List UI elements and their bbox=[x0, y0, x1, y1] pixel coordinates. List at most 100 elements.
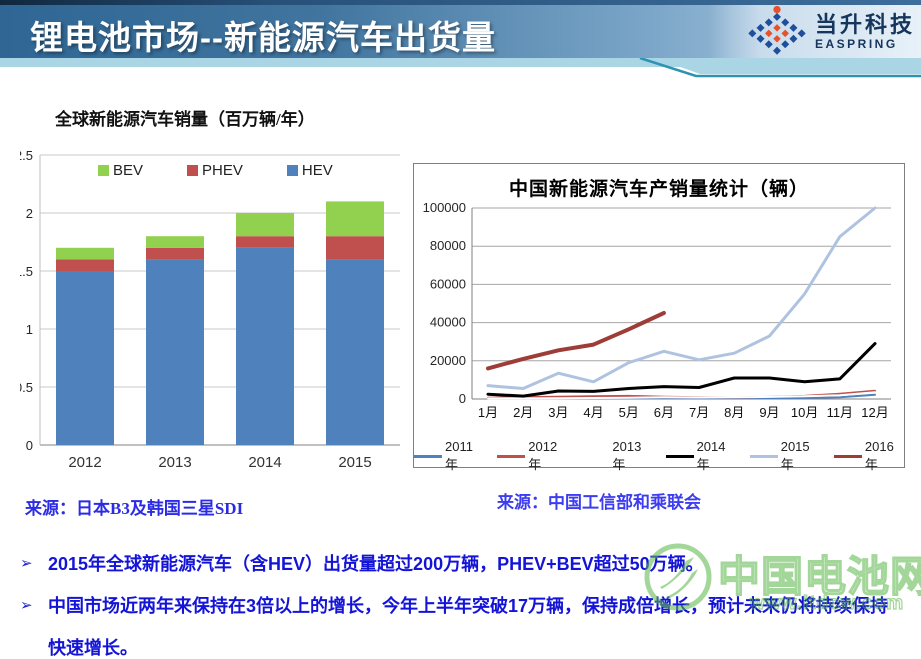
x-month-label: 12月 bbox=[861, 405, 888, 420]
y-tick-label: 100000 bbox=[423, 201, 466, 215]
bar-segment-phev bbox=[236, 236, 294, 248]
bar-segment-hev bbox=[146, 259, 204, 445]
left-chart-source: 来源：日本B3及韩国三星SDI bbox=[25, 499, 244, 518]
x-month-label: 10月 bbox=[791, 405, 818, 420]
legend-swatch-icon bbox=[98, 165, 109, 176]
x-month-label: 4月 bbox=[583, 405, 603, 420]
line-series-2013年 bbox=[487, 391, 876, 400]
legend-item-hev: HEV bbox=[286, 162, 333, 179]
bar-segment-phev bbox=[326, 236, 384, 260]
legend-line-swatch-icon bbox=[833, 454, 862, 458]
logo-text: 当升科技 EASPRING bbox=[814, 11, 915, 51]
y-tick-label: 1.5 bbox=[20, 264, 33, 279]
summary-bullets: ➢ 2015年全球新能源汽车（含HEV）出货量超过200万辆，PHEV+BEV超… bbox=[18, 543, 906, 659]
legend-line-swatch-icon bbox=[581, 455, 609, 458]
bullet-text: 2015年全球新能源汽车（含HEV）出货量超过200万辆，PHEV+BEV超过5… bbox=[48, 554, 704, 574]
global-ev-sales-chart-title: 全球新能源汽车销量（百万辆/年） bbox=[55, 110, 315, 129]
y-tick-label: 0.5 bbox=[20, 380, 33, 395]
legend-swatch-icon bbox=[187, 165, 199, 176]
logo-company-name: 当升科技 bbox=[814, 11, 915, 37]
y-tick-label: 80000 bbox=[430, 238, 466, 253]
legend-label: BEV bbox=[113, 162, 144, 179]
page-title: 锂电池市场--新能源汽车出货量 bbox=[30, 19, 496, 56]
legend-swatch-icon bbox=[286, 165, 298, 176]
header-top-accent bbox=[0, 0, 921, 5]
bar-segment-hev bbox=[236, 247, 294, 445]
legend-line-swatch-icon bbox=[665, 454, 694, 458]
legend-item-2011年: 2011年 bbox=[413, 439, 483, 473]
legend-item-bev: BEV bbox=[98, 162, 143, 179]
y-tick-label: 1 bbox=[26, 322, 33, 337]
bullet-text: 中国市场近两年来保持在3倍以上的增长，今年上半年突破17万辆，保持成倍增长，预计… bbox=[48, 596, 889, 658]
logo-panel: 当升科技 EASPRING bbox=[709, 5, 921, 58]
x-month-label: 3月 bbox=[548, 405, 568, 420]
china-ev-stats-chart-title: 中国新能源汽车产销量统计（辆） bbox=[508, 179, 809, 200]
bar-segment-bev bbox=[146, 236, 204, 248]
x-month-label: 8月 bbox=[724, 405, 744, 420]
legend-label: 2016年 bbox=[864, 439, 894, 472]
bar-segment-bev bbox=[326, 201, 384, 237]
legend-label: PHEV bbox=[202, 162, 243, 179]
china-ev-stats-chart: 中国新能源汽车产销量统计（辆） 0 20000 40000 60000 80000 100… bbox=[413, 163, 905, 472]
legend-line-swatch-icon bbox=[749, 454, 778, 458]
legend-item-2013年: 2013年 bbox=[581, 439, 651, 473]
header-swoosh-decoration bbox=[639, 58, 921, 78]
y-tick-label: 2 bbox=[26, 206, 33, 221]
bullet-item: ➢ 中国市场近两年来保持在3倍以上的增长，今年上半年突破17万辆，保持成倍增长，… bbox=[18, 585, 906, 659]
bar-segment-hev bbox=[56, 271, 114, 445]
legend-item-2015年: 2015年 bbox=[749, 439, 820, 473]
x-month-label: 1月 bbox=[478, 405, 498, 420]
bar-chart-legend: BEV PHEV HEV bbox=[98, 162, 333, 179]
legend-label: 2015年 bbox=[780, 439, 810, 472]
y-tick-label: 60000 bbox=[430, 276, 466, 291]
legend-item-phev: PHEV bbox=[187, 162, 243, 179]
global-ev-sales-plot-area: 0 0.5 1 1.5 2 2.5 2012 2013 2014 2015 BEV PHEV HEV bbox=[15, 142, 422, 482]
header: 当升科技 EASPRING 锂电池市场--新能源汽车出货量 bbox=[0, 0, 921, 92]
bar-segment-hev bbox=[326, 259, 384, 445]
legend-label: 2012年 bbox=[528, 439, 558, 472]
global-ev-sales-chart-svg: 0 0.5 1 1.5 2 2.5 2012 2013 2014 2015 bbox=[15, 148, 400, 471]
y-tick-label: 2.5 bbox=[20, 148, 33, 163]
y-tick-label: 0 bbox=[459, 391, 466, 406]
bullet-arrow-icon: ➢ bbox=[20, 597, 33, 614]
legend-line-swatch-icon bbox=[497, 454, 526, 458]
legend-label: 2014年 bbox=[696, 439, 726, 472]
line-series-2015年 bbox=[486, 206, 877, 390]
y-tick-label: 20000 bbox=[430, 353, 466, 368]
x-month-label: 9月 bbox=[759, 405, 779, 420]
bar-segment-bev bbox=[236, 213, 294, 237]
logo-company-name-en: EASPRING bbox=[814, 36, 898, 51]
bar-segment-phev bbox=[56, 259, 114, 271]
legend-item-2016年: 2016年 bbox=[833, 439, 904, 473]
y-tick-label: 40000 bbox=[430, 315, 466, 330]
x-category-label: 2012 bbox=[68, 454, 101, 471]
line-series-2014年 bbox=[486, 342, 877, 398]
x-category-label: 2014 bbox=[248, 454, 281, 471]
x-month-label: 7月 bbox=[689, 405, 709, 420]
x-month-label: 5月 bbox=[619, 405, 639, 420]
legend-item-2014年: 2014年 bbox=[665, 439, 736, 473]
x-month-label: 2月 bbox=[513, 405, 533, 420]
legend-line-swatch-icon bbox=[413, 454, 442, 458]
x-month-label: 6月 bbox=[654, 405, 674, 420]
bar-segment-bev bbox=[56, 247, 114, 260]
legend-item-2012年: 2012年 bbox=[497, 439, 567, 473]
x-category-label: 2013 bbox=[158, 454, 191, 471]
legend-label: 2013年 bbox=[612, 439, 642, 472]
bar-segment-phev bbox=[146, 247, 204, 260]
x-month-label: 11月 bbox=[827, 405, 854, 420]
global-ev-sales-chart: 全球新能源汽车销量（百万辆/年） 0 0.5 1 1.5 2 2.5 2012 2013 201… bbox=[15, 100, 422, 482]
easpring-logo-icon bbox=[748, 5, 806, 55]
line-chart-legend: 2011年 2012年 2013年 2014年 2015年 2016年 bbox=[413, 439, 904, 473]
right-chart-source: 来源：中国工信部和乘联会 bbox=[497, 493, 701, 512]
china-ev-stats-chart-svg: 0 20000 40000 60000 80000 100000 1月 2月 3月 4月 5月 6月 7… bbox=[423, 200, 891, 420]
bullet-item: ➢ 2015年全球新能源汽车（含HEV）出货量超过200万辆，PHEV+BEV超… bbox=[18, 543, 906, 585]
bullet-arrow-icon: ➢ bbox=[20, 555, 33, 572]
header-bottom-strip bbox=[0, 58, 921, 67]
x-category-label: 2015 bbox=[338, 454, 371, 471]
legend-label: 2011年 bbox=[444, 439, 473, 472]
legend-label: HEV bbox=[301, 162, 333, 179]
line-series-2016年 bbox=[486, 311, 666, 371]
y-tick-label: 0 bbox=[26, 438, 33, 453]
